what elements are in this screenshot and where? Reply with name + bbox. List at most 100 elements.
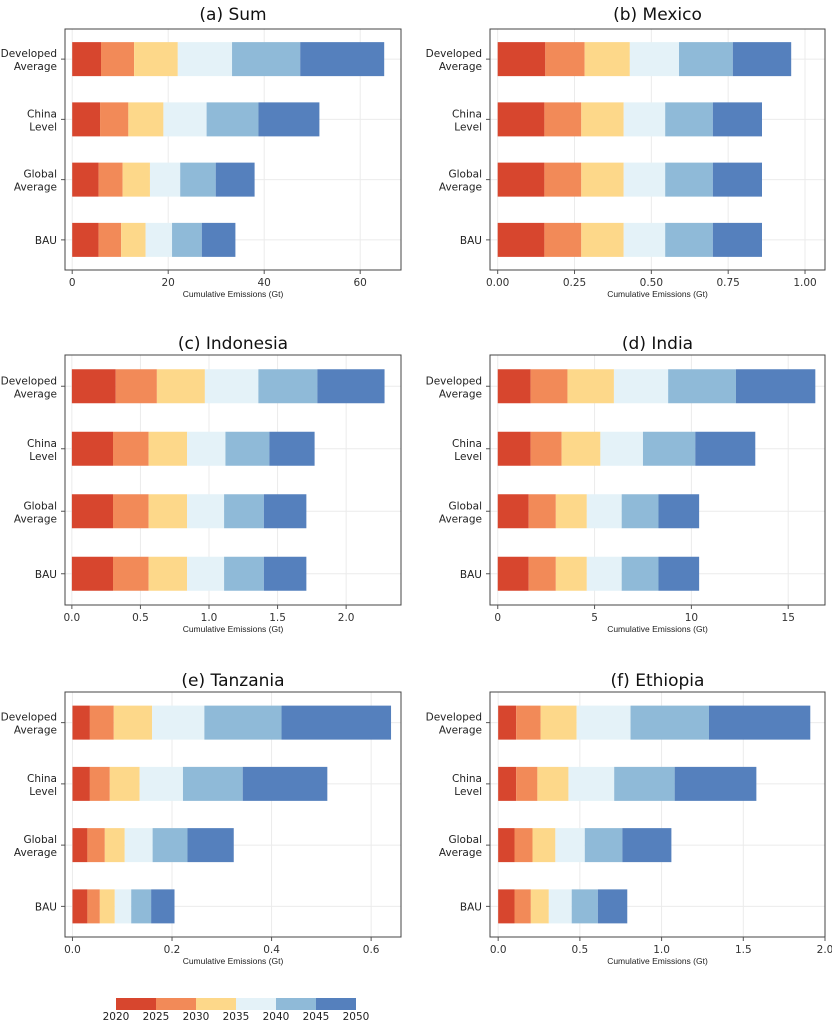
category-label: Developed Average	[426, 48, 482, 73]
bar-segment	[514, 889, 531, 924]
bar-segment	[586, 494, 622, 529]
panel-title: (a) Sum	[199, 5, 266, 25]
x-tick-label: 0.25	[563, 277, 586, 289]
x-axis-label: Cumulative Emissions (Gt)	[183, 289, 284, 299]
bar-segment	[263, 494, 307, 529]
bar-segment	[665, 222, 713, 257]
bar-segment	[300, 42, 385, 77]
category-label: BAU	[460, 569, 482, 581]
bar-segment	[581, 222, 624, 257]
category-label: China Level	[452, 108, 482, 133]
bar-segment	[72, 705, 90, 740]
bar-segment	[177, 42, 233, 77]
bar-segment	[101, 42, 135, 77]
category-label: Global Average	[14, 834, 57, 859]
bar-segment	[87, 889, 100, 924]
x-tick-label: 1.0	[201, 612, 218, 624]
bar-segment	[232, 42, 301, 77]
bar-segment	[584, 828, 623, 863]
category-label: China Level	[452, 438, 482, 463]
bar-segment	[148, 494, 188, 529]
category-label: China Level	[27, 773, 57, 798]
bar-segment	[658, 494, 700, 529]
bar-segment	[498, 705, 517, 740]
bar-segment	[545, 42, 585, 77]
category-label: Global Average	[439, 834, 482, 859]
bar-segment	[621, 494, 659, 529]
category-label: China Level	[27, 108, 57, 133]
category-label: China Level	[27, 438, 57, 463]
bar-segment	[71, 369, 116, 404]
bar-segment	[544, 162, 582, 197]
legend-label: 2045	[303, 1011, 330, 1023]
bar-segment	[735, 369, 816, 404]
panel-title: (c) Indonesia	[178, 334, 288, 354]
bar-segment	[497, 431, 531, 466]
bar-segment	[151, 889, 175, 924]
bar-segment	[156, 369, 205, 404]
bar-segment	[145, 222, 173, 257]
bar-segment	[498, 889, 515, 924]
x-axis-label: Cumulative Emissions (Gt)	[607, 289, 708, 299]
bar-segment	[613, 369, 669, 404]
bar-segment	[87, 828, 105, 863]
x-tick-label: 1.00	[793, 277, 816, 289]
bar-segment	[555, 828, 585, 863]
bar-segment	[629, 42, 680, 77]
legend-label: 2040	[263, 1011, 290, 1023]
category-label: BAU	[460, 901, 482, 913]
x-axis-label: Cumulative Emissions (Gt)	[183, 956, 284, 966]
bar-segment	[586, 556, 622, 591]
bar-segment	[532, 828, 556, 863]
bar-segment	[152, 705, 205, 740]
panel-border	[64, 28, 402, 271]
x-tick-label: 10	[685, 612, 698, 624]
bar-segment	[113, 556, 149, 591]
bar-segment	[658, 556, 700, 591]
category-label: Developed Average	[1, 375, 57, 400]
bar-segment	[71, 556, 113, 591]
x-axis-label: Cumulative Emissions (Gt)	[607, 956, 708, 966]
bar-segment	[597, 889, 628, 924]
bar-segment	[695, 431, 756, 466]
bar-segment	[584, 42, 630, 77]
x-tick-label: 20	[162, 277, 175, 289]
panel-border	[489, 354, 826, 606]
bar-segment	[187, 494, 225, 529]
bar-segment	[530, 431, 562, 466]
bar-segment	[528, 556, 556, 591]
bar-segment	[131, 889, 152, 924]
bar-segment	[630, 705, 709, 740]
legend-swatch	[316, 998, 356, 1010]
bar-segment	[712, 102, 762, 137]
bar-segment	[113, 494, 149, 529]
panel-border	[489, 28, 826, 271]
bar-segment	[530, 889, 549, 924]
bar-segment	[642, 431, 696, 466]
bar-segment	[72, 42, 101, 77]
bar-segment	[497, 494, 529, 529]
category-label: Global Average	[439, 169, 482, 194]
bar-segment	[149, 162, 181, 197]
panel-title: (b) Mexico	[613, 5, 702, 25]
bar-segment	[497, 556, 529, 591]
bar-segment	[497, 222, 545, 257]
bar-segment	[187, 431, 226, 466]
x-tick-label: 2.0	[338, 612, 355, 624]
x-tick-label: 60	[354, 277, 367, 289]
bar-segment	[182, 766, 243, 801]
bar-segment	[113, 705, 153, 740]
bar-segment	[623, 162, 666, 197]
category-label: Developed Average	[426, 375, 482, 400]
bar-segment	[121, 222, 146, 257]
bar-segment	[568, 766, 615, 801]
bar-segment	[497, 369, 531, 404]
category-label: Developed Average	[1, 712, 57, 737]
x-tick-label: 2.0	[817, 944, 832, 956]
bar-segment	[180, 162, 216, 197]
panel-title: (d) India	[622, 334, 693, 354]
bar-segment	[215, 162, 255, 197]
bar-segment	[139, 766, 183, 801]
bar-segment	[571, 889, 598, 924]
